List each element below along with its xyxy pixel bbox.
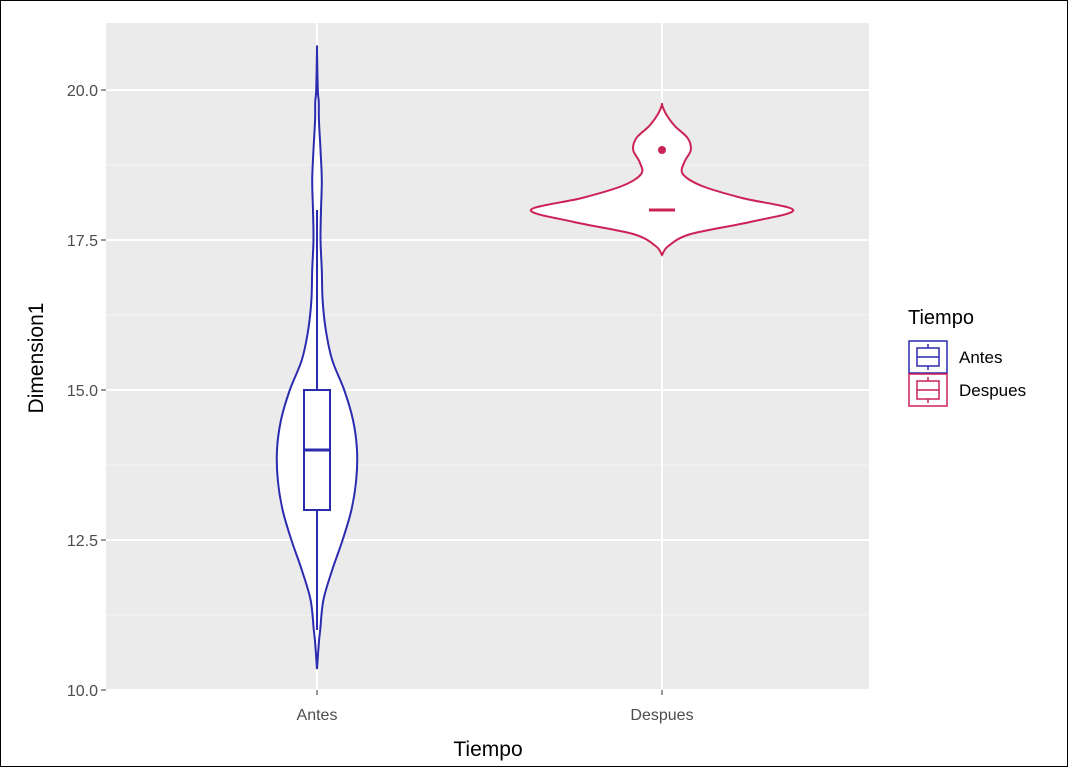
grid-minor xyxy=(106,164,869,616)
violins xyxy=(275,45,795,670)
x-axis-title: Tiempo xyxy=(453,738,522,761)
x-tick-label: Despues xyxy=(630,707,693,724)
legend-key-violin xyxy=(908,373,948,407)
plot-panel xyxy=(106,23,869,690)
y-tick-label: 17.5 xyxy=(67,233,98,250)
legend-label-despues: Despues xyxy=(959,381,1026,400)
x-axis: Antes Despues xyxy=(297,690,694,724)
y-tick-label: 20.0 xyxy=(67,83,98,100)
outlier-point xyxy=(658,146,666,154)
x-tick-label: Antes xyxy=(297,707,338,724)
violin-despues xyxy=(529,102,795,257)
y-tick-label: 12.5 xyxy=(67,533,98,550)
y-tick-label: 15.0 xyxy=(67,383,98,400)
legend-key-violin xyxy=(908,340,948,374)
legend: Tiempo Antes Despues xyxy=(908,307,1026,407)
y-axis: 10.0 12.5 15.0 17.5 20.0 xyxy=(67,83,106,700)
legend-title: Tiempo xyxy=(908,307,974,329)
y-tick-label: 10.0 xyxy=(67,683,98,700)
legend-label-antes: Antes xyxy=(959,348,1002,367)
y-axis-title: Dimension1 xyxy=(25,303,48,414)
